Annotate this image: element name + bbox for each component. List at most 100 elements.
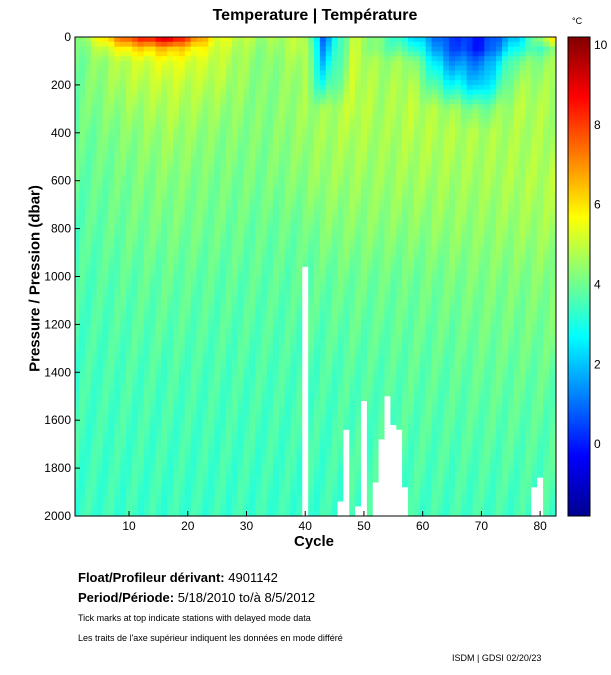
heatmap-cell xyxy=(296,468,303,474)
heatmap-cell xyxy=(272,429,280,436)
heatmap-cell xyxy=(108,396,115,402)
heatmap-cell xyxy=(108,214,115,220)
heatmap-cell xyxy=(114,266,121,273)
heatmap-cell xyxy=(132,401,139,407)
heatmap-cell xyxy=(173,175,180,182)
heatmap-cell xyxy=(290,99,297,105)
heatmap-cell xyxy=(75,233,80,239)
heatmap-cell xyxy=(96,458,104,464)
heatmap-cell xyxy=(261,439,268,445)
heatmap-cell xyxy=(132,295,139,302)
heatmap-cell xyxy=(272,161,280,167)
heatmap-cell xyxy=(261,257,268,263)
heatmap-cell xyxy=(155,372,162,378)
heatmap-cell xyxy=(190,214,198,220)
heatmap-cell xyxy=(361,266,368,273)
heatmap-cell xyxy=(343,228,350,234)
heatmap-cell xyxy=(114,156,121,163)
heatmap-cell xyxy=(355,281,362,287)
heatmap-cell xyxy=(90,362,98,369)
heatmap-cell xyxy=(302,329,309,335)
heatmap-cell xyxy=(237,199,245,206)
heatmap-cell xyxy=(355,319,362,325)
heatmap-cell xyxy=(90,444,98,450)
heatmap-cell xyxy=(208,171,215,177)
heatmap-cell xyxy=(267,118,274,124)
heatmap-cell xyxy=(132,439,139,445)
heatmap-cell xyxy=(214,70,221,76)
heatmap-cell xyxy=(161,353,168,359)
heatmap-cell xyxy=(75,147,80,153)
heatmap-cell xyxy=(220,204,227,210)
heatmap-cell xyxy=(231,492,239,498)
heatmap-cell xyxy=(173,381,180,388)
heatmap-cell xyxy=(243,247,251,254)
heatmap-cell xyxy=(284,89,292,96)
heatmap-cell xyxy=(120,353,127,359)
heatmap-cell xyxy=(108,94,115,100)
heatmap-cell xyxy=(349,305,356,311)
heatmap-cell xyxy=(325,132,333,139)
heatmap-cell xyxy=(214,319,221,325)
heatmap-cell xyxy=(343,209,350,215)
heatmap-cell xyxy=(355,453,362,460)
heatmap-cell xyxy=(308,477,315,484)
heatmap-cell xyxy=(179,487,186,493)
heatmap-cell xyxy=(267,257,274,263)
heatmap-cell xyxy=(90,185,98,191)
heatmap-cell xyxy=(296,46,303,52)
heatmap-cell xyxy=(132,65,139,72)
heatmap-cell xyxy=(243,37,251,43)
heatmap-cell xyxy=(290,295,297,302)
heatmap-cell xyxy=(173,334,180,340)
heatmap-cell xyxy=(120,472,127,479)
heatmap-cell xyxy=(196,252,204,258)
heatmap-cell xyxy=(155,118,162,124)
heatmap-cell xyxy=(319,266,327,273)
heatmap-cell xyxy=(161,166,168,172)
heatmap-cell xyxy=(308,84,315,91)
heatmap-cell xyxy=(290,444,297,450)
heatmap-cell xyxy=(190,391,198,397)
heatmap-cell xyxy=(143,75,151,81)
heatmap-cell xyxy=(137,381,145,388)
heatmap-cell xyxy=(243,223,251,230)
heatmap-cell xyxy=(85,511,92,517)
heatmap-cell xyxy=(202,61,209,67)
heatmap-cell xyxy=(296,381,303,388)
heatmap-cell xyxy=(267,113,274,119)
heatmap-cell xyxy=(184,458,192,464)
heatmap-cell xyxy=(343,195,350,201)
heatmap-cell xyxy=(220,343,227,349)
heatmap-cell xyxy=(214,496,221,503)
heatmap-cell xyxy=(167,152,174,158)
heatmap-cell xyxy=(225,329,233,335)
heatmap-cell xyxy=(308,305,315,311)
heatmap-cell xyxy=(272,84,280,91)
heatmap-cell xyxy=(173,219,180,225)
heatmap-cell xyxy=(272,185,280,191)
heatmap-cell xyxy=(132,501,139,507)
heatmap-cell xyxy=(214,377,221,383)
heatmap-cell xyxy=(331,286,339,292)
heatmap-cell xyxy=(325,175,333,182)
heatmap-cell xyxy=(208,214,215,220)
heatmap-cell xyxy=(261,386,268,393)
heatmap-cell xyxy=(220,56,227,62)
heatmap-cell xyxy=(208,233,215,239)
heatmap-cell xyxy=(343,324,350,330)
heatmap-cell xyxy=(137,372,145,378)
heatmap-cell xyxy=(349,108,356,115)
heatmap-cell xyxy=(290,195,297,201)
heatmap-cell xyxy=(261,487,268,493)
heatmap-cell xyxy=(196,104,204,110)
heatmap-cell xyxy=(190,252,198,258)
heatmap-cell xyxy=(343,290,350,297)
heatmap-cell xyxy=(202,199,209,206)
heatmap-cell xyxy=(85,147,92,153)
heatmap-cell xyxy=(331,338,339,345)
heatmap-cell xyxy=(190,257,198,263)
heatmap-cell xyxy=(231,386,239,393)
heatmap-cell xyxy=(355,61,362,67)
heatmap-cell xyxy=(319,357,327,364)
